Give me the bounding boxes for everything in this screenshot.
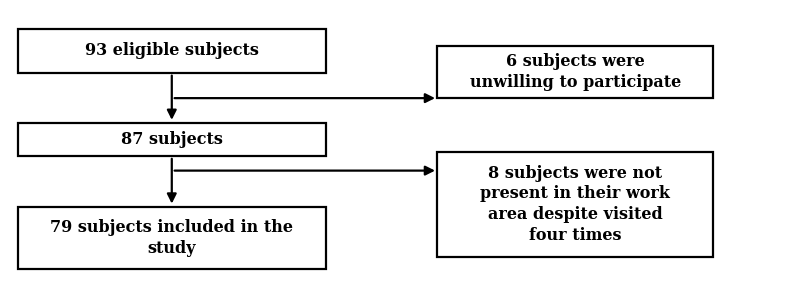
FancyBboxPatch shape (18, 29, 326, 73)
Text: 87 subjects: 87 subjects (121, 131, 223, 148)
FancyBboxPatch shape (18, 207, 326, 269)
Text: 6 subjects were
unwilling to participate: 6 subjects were unwilling to participate (470, 53, 681, 91)
Text: 8 subjects were not
present in their work
area despite visited
four times: 8 subjects were not present in their wor… (480, 165, 670, 244)
FancyBboxPatch shape (18, 124, 326, 156)
FancyBboxPatch shape (438, 46, 713, 98)
Text: 93 eligible subjects: 93 eligible subjects (85, 42, 259, 59)
FancyBboxPatch shape (438, 152, 713, 257)
Text: 79 subjects included in the
study: 79 subjects included in the study (50, 219, 293, 257)
